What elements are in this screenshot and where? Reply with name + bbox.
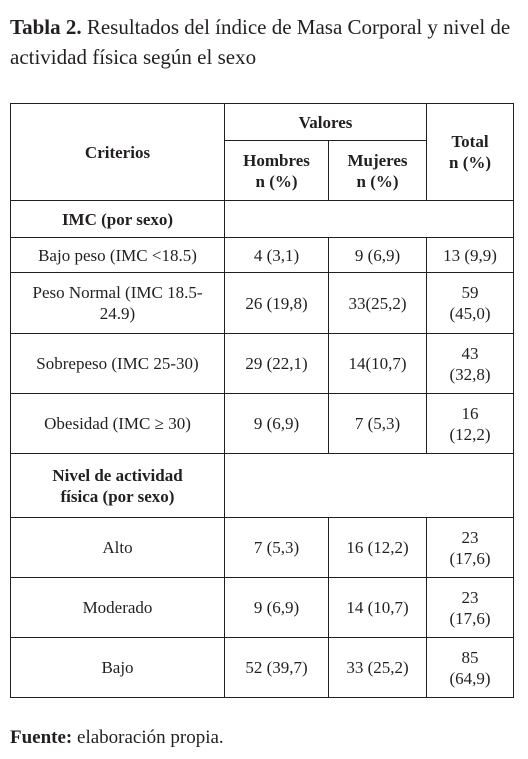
section-title: Nivel de actividad física (por sexo) (10, 453, 225, 518)
value-cell: 9 (6,9) (224, 577, 329, 638)
value-cell: 9 (6,9) (328, 237, 427, 273)
section-row: IMC (por sexo) (10, 200, 514, 238)
caption-label: Tabla 2. (10, 15, 82, 39)
value-cell: 4 (3,1) (224, 237, 329, 273)
value-cell: 33(25,2) (328, 272, 427, 334)
data-row: Bajo 52 (39,7) 33 (25,2) 85 (64,9) (10, 637, 514, 698)
value-cell: 7 (5,3) (328, 393, 427, 454)
data-row: Bajo peso (IMC <18.5) 4 (3,1) 9 (6,9) 13 (9… (10, 237, 514, 273)
header-cell: Valores (224, 103, 427, 141)
footer-label: Fuente: (10, 727, 73, 748)
section-title: IMC (por sexo) (10, 200, 225, 238)
table-body: Criterios Valores Total n (%) Hombres n … (10, 103, 514, 698)
row-label: Moderado (10, 577, 225, 638)
table: Criterios Valores Total n (%) Hombres n … (10, 103, 514, 698)
data-row: Alto 7 (5,3) 16 (12,2) 23 (17,6) (10, 517, 514, 578)
value-cell: 16 (12,2) (328, 517, 427, 578)
row-label: Obesidad (IMC ≥ 30) (10, 393, 225, 454)
value-cell: 59 (45,0) (426, 272, 514, 334)
value-cell: 52 (39,7) (224, 637, 329, 698)
header-cell: Mujeres n (%) (328, 140, 427, 201)
value-cell: 9 (6,9) (224, 393, 329, 454)
data-row: Peso Normal (IMC 18.5-24.9) 26 (19,8) 33(2… (10, 272, 514, 334)
header-row: Criterios Valores Total n (%) (10, 103, 514, 201)
value-cell: 23 (17,6) (426, 517, 514, 578)
value-cell: 26 (19,8) (224, 272, 329, 334)
value-cell: 14(10,7) (328, 333, 427, 394)
header-row: Hombres n (%) Mujeres n (%) (11, 140, 514, 201)
data-row: Moderado 9 (6,9) 14 (10,7) 23 (17,6) (10, 577, 514, 638)
value-cell: 33 (25,2) (328, 637, 427, 698)
data-row: Sobrepeso (IMC 25-30) 29 (22,1) 14(10,7) 43… (10, 333, 514, 394)
data-row: Obesidad (IMC ≥ 30) 9 (6,9) 7 (5,3) 16 (12,… (10, 393, 514, 454)
caption-text: Resultados del índice de Masa Corporal y… (10, 15, 511, 69)
empty-cell (224, 200, 514, 238)
header-cell: Hombres n (%) (224, 140, 329, 201)
value-cell: 13 (9,9) (426, 237, 514, 273)
value-cell: 29 (22,1) (224, 333, 329, 394)
row-label: Bajo peso (IMC <18.5) (10, 237, 225, 273)
header-cell: Total n (%) (426, 103, 514, 201)
footer: Fuente: elaboración propia. (10, 727, 224, 749)
value-cell: 14 (10,7) (328, 577, 427, 638)
value-cell: 16 (12,2) (426, 393, 514, 454)
value-cell: 43 (32,8) (426, 333, 514, 394)
section-row: Nivel de actividad física (por sexo) (10, 453, 514, 518)
footer-text: elaboración propia. (77, 727, 224, 748)
row-label: Alto (10, 517, 225, 578)
header-cell: Criterios (10, 103, 225, 201)
row-label: Sobrepeso (IMC 25-30) (10, 333, 225, 394)
value-cell: 23 (17,6) (426, 577, 514, 638)
row-label: Bajo (10, 637, 225, 698)
row-label: Peso Normal (IMC 18.5-24.9) (10, 272, 225, 334)
value-cell: 7 (5,3) (224, 517, 329, 578)
empty-cell (224, 453, 514, 518)
caption: Tabla 2. Resultados del índice de Masa C… (10, 12, 520, 72)
value-cell: 85 (64,9) (426, 637, 514, 698)
